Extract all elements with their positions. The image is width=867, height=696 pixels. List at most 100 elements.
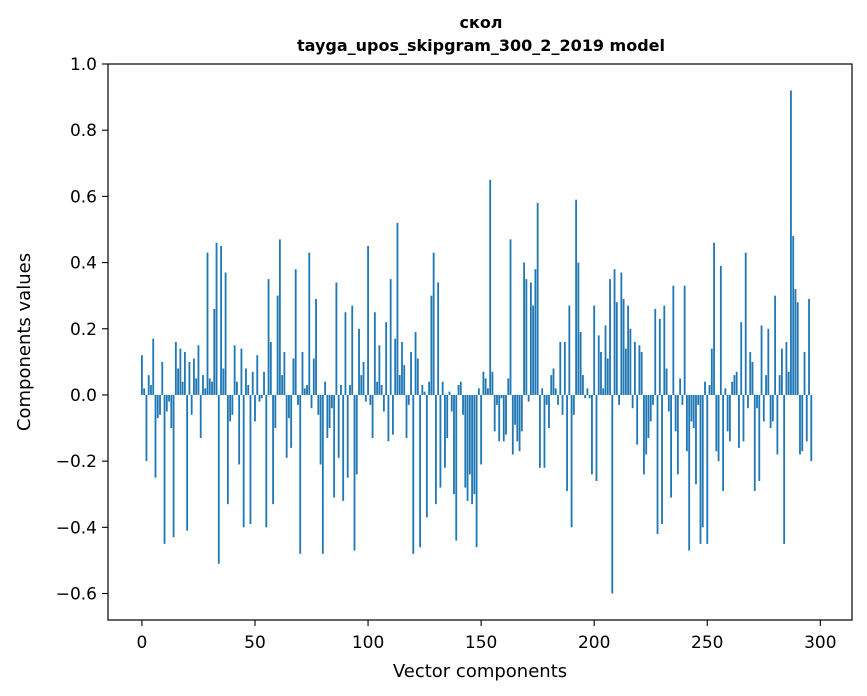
- bar-component-193: [577, 262, 580, 395]
- bar-component-171: [527, 394, 530, 402]
- bar-component-2: [145, 394, 148, 462]
- bar-component-182: [552, 368, 555, 395]
- bar-component-185: [559, 342, 562, 395]
- bar-component-122: [416, 358, 419, 395]
- bar-component-111: [392, 394, 394, 435]
- bar-component-34: [217, 394, 220, 564]
- bar-component-9: [161, 361, 164, 395]
- bar-component-211: [618, 394, 620, 405]
- bar-component-282: [778, 375, 781, 395]
- bar-component-178: [543, 394, 546, 468]
- bar-component-70: [299, 394, 302, 554]
- bar-component-69: [297, 394, 299, 405]
- y-tick-label: 0.4: [70, 254, 97, 274]
- bar-component-288: [792, 236, 795, 395]
- bar-component-239: [681, 394, 684, 405]
- bar-component-118: [407, 394, 410, 405]
- bar-component-250: [706, 394, 709, 544]
- bar-component-83: [328, 394, 331, 429]
- bar-component-126: [425, 394, 428, 518]
- bar-component-49: [251, 371, 254, 395]
- bar-component-127: [428, 381, 431, 395]
- bar-component-205: [604, 325, 607, 395]
- bar-component-32: [213, 308, 216, 395]
- bar-component-238: [679, 378, 682, 395]
- bar-component-42: [236, 381, 238, 395]
- bar-component-165: [514, 394, 516, 425]
- bar-component-5: [152, 338, 155, 395]
- bar-component-196: [584, 394, 587, 399]
- bar-component-63: [283, 351, 286, 395]
- bar-component-39: [229, 394, 232, 422]
- x-axis-ticks: 0 50 100 150 200 250 300: [137, 620, 837, 653]
- bar-component-249: [704, 381, 706, 395]
- bar-component-160: [502, 394, 505, 442]
- bar-component-37: [224, 272, 227, 395]
- bar-component-135: [446, 394, 449, 438]
- bar-component-143: [464, 394, 467, 488]
- bar-component-102: [371, 394, 374, 438]
- bar-component-114: [398, 375, 401, 395]
- bar-component-66: [290, 394, 293, 448]
- bar-component-86: [335, 282, 338, 395]
- bar-component-100: [367, 246, 369, 395]
- bar-component-225: [649, 394, 652, 422]
- bar-component-256: [719, 265, 722, 395]
- bar-component-153: [487, 388, 489, 395]
- bar-component-172: [529, 282, 532, 395]
- bar-component-62: [281, 375, 284, 395]
- bar-component-195: [581, 375, 584, 395]
- bar-component-22: [190, 394, 193, 415]
- bar-component-96: [358, 328, 360, 395]
- bar-component-260: [728, 394, 731, 442]
- bar-component-8: [159, 394, 161, 415]
- bar-component-296: [810, 394, 813, 462]
- bar-component-170: [525, 279, 528, 395]
- bar-component-265: [740, 322, 743, 395]
- bar-component-10: [163, 394, 166, 544]
- bar-component-210: [615, 302, 618, 395]
- bar-component-54: [263, 371, 265, 395]
- bar-component-262: [733, 375, 736, 395]
- x-tick-label: 250: [691, 633, 723, 653]
- x-axis-label: Vector components: [393, 661, 567, 682]
- bar-component-7: [156, 394, 159, 419]
- x-tick-label: 200: [578, 633, 610, 653]
- bar-component-33: [215, 242, 218, 395]
- bar-component-273: [758, 394, 761, 481]
- bar-component-292: [801, 394, 804, 452]
- y-tick-label: −0.6: [56, 585, 97, 605]
- bar-component-13: [170, 394, 173, 429]
- bar-component-64: [285, 394, 288, 458]
- bar-component-245: [695, 394, 697, 485]
- bar-component-235: [672, 285, 675, 395]
- bar-component-41: [233, 345, 236, 395]
- bar-component-280: [774, 295, 777, 395]
- bar-component-67: [292, 358, 295, 395]
- bar-component-85: [333, 394, 336, 498]
- bar-component-279: [771, 394, 774, 422]
- bar-component-246: [697, 394, 700, 405]
- bar-component-146: [471, 394, 473, 505]
- bar-component-173: [532, 305, 535, 395]
- bar-component-198: [588, 394, 591, 399]
- bar-component-218: [634, 342, 636, 395]
- bar-component-254: [715, 394, 718, 452]
- bar-component-112: [394, 338, 397, 395]
- bar-component-40: [231, 394, 234, 415]
- bar-component-277: [767, 328, 770, 395]
- bar-component-139: [455, 394, 458, 541]
- chart-subtitle: tayga_upos_skipgram_300_2_2019 model: [297, 36, 665, 55]
- bar-component-174: [534, 269, 537, 395]
- bar-component-94: [353, 394, 356, 551]
- bar-component-108: [385, 322, 388, 395]
- bar-component-148: [475, 394, 478, 548]
- bar-component-125: [423, 391, 426, 395]
- bars-group: [141, 90, 813, 594]
- bar-component-137: [450, 394, 453, 412]
- bar-component-6: [154, 394, 157, 478]
- bar-component-52: [258, 394, 261, 402]
- bar-component-251: [708, 385, 711, 395]
- bar-component-220: [638, 345, 641, 395]
- bar-component-106: [380, 385, 383, 395]
